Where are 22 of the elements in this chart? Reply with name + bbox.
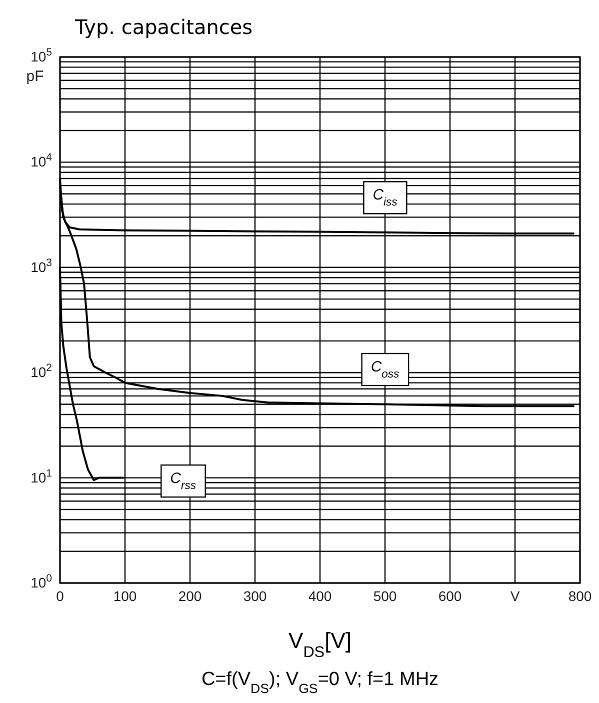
x-tick-label: 800 <box>568 588 592 604</box>
x-tick-label: 400 <box>308 588 332 604</box>
y-tick-label: 10$^{4}$ <box>30 152 52 170</box>
x-tick-label: 100 <box>113 588 137 604</box>
text: C$_{rss}$ <box>170 470 196 492</box>
y-tick-label: 10$^{5}$ <box>30 46 52 64</box>
x-tick-label: 300 <box>243 588 267 604</box>
x-tick-label: V <box>510 588 520 604</box>
series-label: C$_{iss}$ <box>372 186 398 209</box>
x-tick-label: 0 <box>56 588 64 604</box>
series-label: C$_{oss}$ <box>370 358 400 381</box>
y-tick-label: 10$^{3}$ <box>30 256 52 275</box>
chart-title: Typ. capacitances <box>74 15 253 39</box>
y-tick-label: 10$^{0}$ <box>30 572 52 590</box>
x-tick-label: 200 <box>178 588 202 604</box>
x-tick-label: 500 <box>373 588 397 604</box>
y-tick-label: 10$^{2}$ <box>30 362 52 380</box>
y-tick-label: 10$^{1}$ <box>30 467 52 486</box>
x-axis-title: V$_{DS}$[V] <box>288 628 352 660</box>
text: C=f(V$_{DS}$); V$_{GS}$=0 V; f=1 MHz <box>201 669 439 696</box>
y-axis-title: pF <box>26 68 44 85</box>
x-tick-label: 600 <box>438 588 462 604</box>
